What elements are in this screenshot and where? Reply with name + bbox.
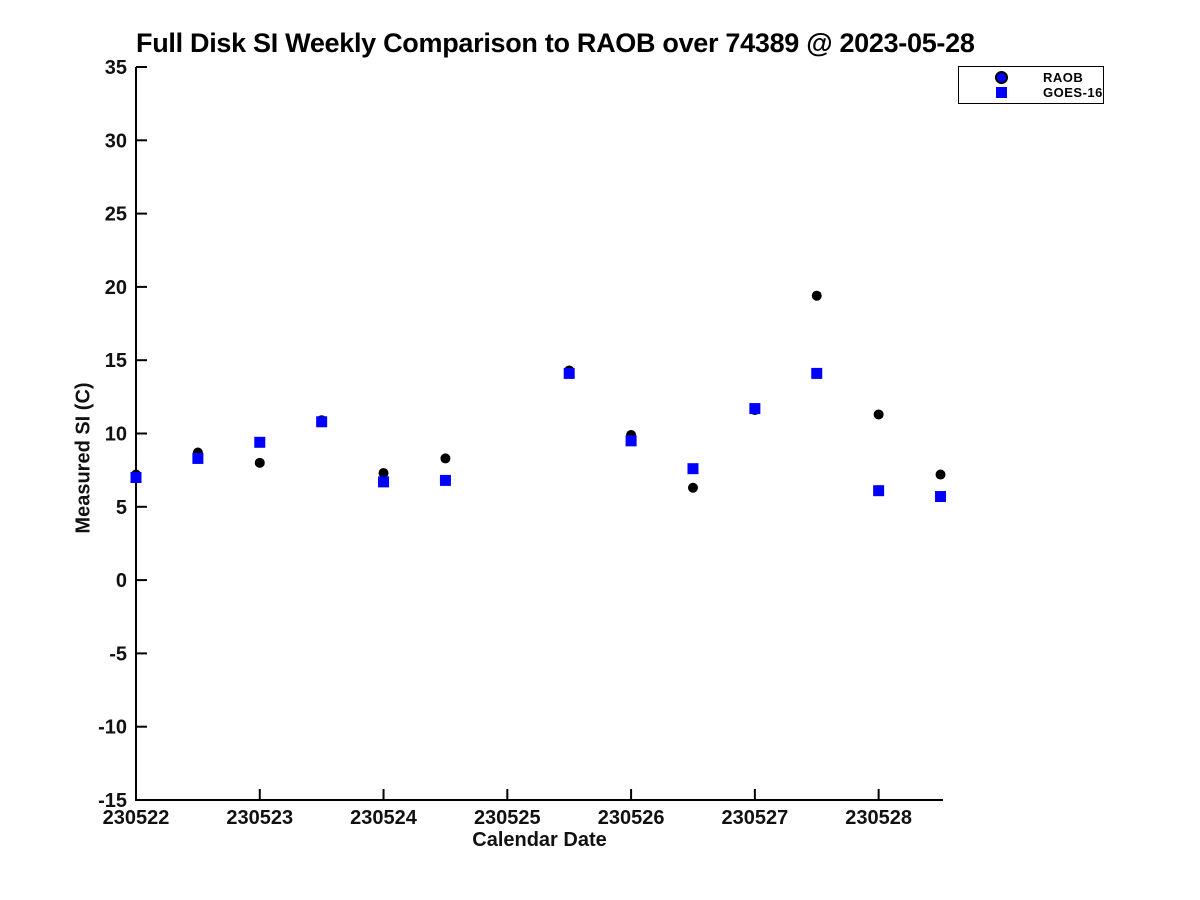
data-point-goes16 [749,403,761,415]
x-tick-label: 230522 [103,807,170,829]
data-point-goes16 [873,485,885,497]
raob-circle-icon [994,70,1008,84]
data-point-raob [254,457,265,468]
y-tick-label: 30 [105,130,127,152]
y-tick-label: 15 [105,350,127,372]
data-point-raob [378,468,389,479]
legend-label-raob: RAOB [1043,69,1084,85]
x-tick-label: 230523 [226,807,293,829]
y-tick-label: 35 [105,57,127,79]
y-tick-label: -10 [98,717,127,739]
data-point-goes16 [378,476,390,488]
data-point-goes16 [563,367,575,379]
legend-entry-raob: RAOB [959,70,1103,85]
x-axis-label: Calendar Date [472,829,607,851]
data-point-goes16 [439,474,451,486]
data-point-goes16 [192,452,204,464]
data-point-goes16 [130,471,142,483]
x-tick-label: 230528 [845,807,912,829]
goes16-square-icon [995,87,1007,99]
y-tick-label: 10 [105,424,127,446]
y-tick-label: 20 [105,277,127,299]
y-tick-label: 0 [116,570,127,592]
data-point-goes16 [811,367,823,379]
data-point-raob [873,409,884,420]
data-point-goes16 [316,416,328,428]
data-point-goes16 [625,435,637,447]
x-tick-label: 230525 [474,807,541,829]
data-point-raob [687,482,698,493]
legend-box: RAOB GOES-16 [958,66,1104,104]
y-axis-label: Measured SI (C) [72,382,95,534]
y-tick-label: 25 [105,204,127,226]
chart-title: Full Disk SI Weekly Comparison to RAOB o… [136,28,975,58]
data-point-goes16 [935,491,947,503]
y-tick-label: -5 [109,643,127,665]
data-point-goes16 [687,463,699,475]
legend-label-goes16: GOES-16 [1043,85,1103,101]
data-point-raob [935,469,946,480]
x-tick-label: 230527 [721,807,788,829]
axis-spines [135,67,943,801]
legend-entry-goes16: GOES-16 [959,85,1103,100]
data-point-raob [811,290,822,301]
x-tick-label: 230526 [598,807,665,829]
data-point-goes16 [254,436,266,448]
y-tick-label: 5 [116,497,127,519]
x-tick-label: 230524 [350,807,418,829]
y-tick-label: -15 [98,790,127,812]
data-point-raob [440,453,451,464]
